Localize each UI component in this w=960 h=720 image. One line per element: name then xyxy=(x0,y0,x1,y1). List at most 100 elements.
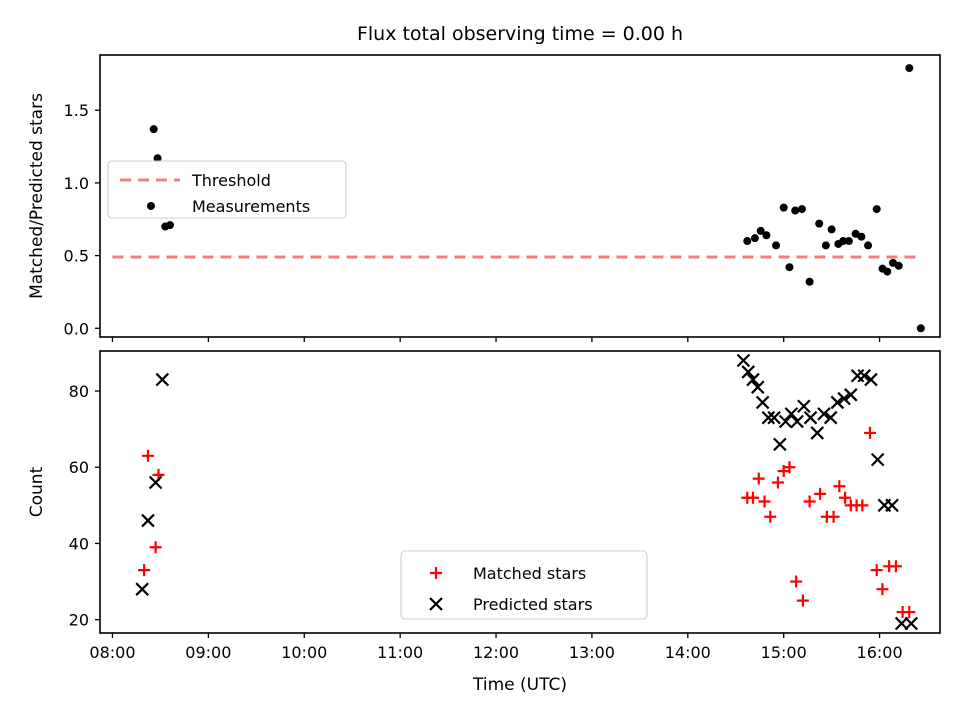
data-point-measurement xyxy=(844,237,853,246)
data-point-predicted-star xyxy=(746,372,760,387)
data-point-predicted-star xyxy=(736,353,751,368)
data-point-predicted-star xyxy=(135,582,149,596)
data-point-measurement xyxy=(791,206,800,215)
data-point-predicted-star xyxy=(751,380,765,394)
data-point-measurement xyxy=(839,237,848,246)
data-point-measurement xyxy=(805,277,814,286)
data-point-predicted-star xyxy=(790,414,804,429)
legend-bottom[interactable]: Matched stars Predicted stars xyxy=(400,550,648,620)
data-point-matched-star xyxy=(758,495,771,508)
data-point-measurement xyxy=(827,225,836,234)
x-tick-label: 15:00 xyxy=(761,643,807,662)
legend-top[interactable]: Threshold Measurements xyxy=(107,160,347,219)
data-point-predicted-star xyxy=(761,410,776,425)
data-point-measurement xyxy=(779,203,788,212)
y-axis-label: Matched/Predicted stars xyxy=(27,93,47,299)
x-axis-label: Time (UTC) xyxy=(472,675,567,695)
legend-background xyxy=(400,550,648,620)
data-point-predicted-star xyxy=(823,410,838,425)
y-tick-label: 0.5 xyxy=(64,247,89,266)
legend-background xyxy=(107,160,347,219)
data-point-matched-star xyxy=(783,461,796,474)
data-point-matched-star xyxy=(839,491,852,504)
x-tick-label: 09:00 xyxy=(185,643,231,662)
data-point-matched-star xyxy=(827,510,840,523)
y-tick-label: 0.0 xyxy=(64,319,89,338)
data-point-predicted-star xyxy=(837,391,851,406)
data-point-matched-star xyxy=(870,564,883,577)
y-tick-label: 20 xyxy=(69,611,89,630)
data-point-measurement xyxy=(905,64,914,73)
data-point-matched-star xyxy=(747,491,760,504)
data-point-matched-star xyxy=(889,560,902,573)
legend-label: Threshold xyxy=(191,171,271,190)
data-point-predicted-star xyxy=(870,452,885,467)
data-point-matched-star xyxy=(141,449,154,462)
x-tick-label: 16:00 xyxy=(857,643,903,662)
series-measurements xyxy=(149,64,925,333)
data-point-matched-star xyxy=(796,594,809,607)
data-point-measurement xyxy=(750,234,759,243)
data-point-matched-star xyxy=(790,575,803,588)
data-point-matched-star xyxy=(771,476,784,489)
data-point-measurement xyxy=(797,205,806,214)
data-point-measurement xyxy=(864,241,873,250)
data-point-matched-star xyxy=(814,487,827,500)
y-tick-label: 60 xyxy=(69,458,89,477)
data-point-matched-star xyxy=(138,564,151,577)
data-point-predicted-star xyxy=(904,616,919,631)
data-point-matched-star xyxy=(864,426,876,439)
data-point-matched-star xyxy=(149,541,162,554)
axes-frame xyxy=(99,350,941,634)
data-point-predicted-star xyxy=(864,372,878,387)
legend-label: Measurements xyxy=(192,197,310,216)
data-point-measurement xyxy=(153,154,162,163)
legend-label: Matched stars xyxy=(473,564,586,583)
legend-label: Predicted stars xyxy=(473,595,593,614)
x-tick-label: 13:00 xyxy=(569,643,615,662)
data-point-predicted-star xyxy=(773,437,787,452)
data-point-predicted-star xyxy=(148,475,163,490)
data-point-measurement xyxy=(821,241,830,250)
data-point-predicted-star xyxy=(778,414,793,429)
legend-marker-measurements xyxy=(147,202,155,210)
data-point-predicted-star xyxy=(810,426,825,440)
data-point-measurement xyxy=(756,226,765,235)
y-axis-label: Count xyxy=(27,466,47,517)
data-point-predicted-star xyxy=(817,407,831,421)
data-point-predicted-star xyxy=(797,399,811,414)
data-point-matched-star xyxy=(764,510,777,523)
series-matched-stars xyxy=(138,426,916,619)
data-point-predicted-star xyxy=(885,498,899,513)
x-tick-label: 12:00 xyxy=(473,643,519,662)
data-point-measurement xyxy=(149,125,158,134)
data-point-matched-star xyxy=(876,583,889,596)
data-point-predicted-star xyxy=(141,513,155,528)
legend-marker-matched-stars xyxy=(430,567,442,579)
x-tick-label: 08:00 xyxy=(89,643,135,662)
series-predicted-stars xyxy=(135,353,919,631)
data-point-predicted-star xyxy=(155,372,170,387)
data-point-matched-star xyxy=(803,495,816,508)
axes-frame xyxy=(99,54,941,338)
data-point-measurement xyxy=(785,263,794,272)
bottom-panel: 08:00 09:00 10:00 11:00 12:00 13:00 14:00 15:00… xyxy=(27,350,941,695)
x-tick-label: 10:00 xyxy=(281,643,327,662)
y-tick-label: 1.0 xyxy=(64,174,89,193)
data-point-predicted-star xyxy=(755,395,770,410)
data-point-measurement xyxy=(916,324,925,333)
data-point-measurement xyxy=(883,267,892,276)
y-tick-label: 1.5 xyxy=(64,101,89,120)
x-tick-label: 11:00 xyxy=(377,643,423,662)
data-point-measurement xyxy=(166,221,174,230)
y-tick-label: 80 xyxy=(69,382,89,401)
data-point-measurement xyxy=(743,237,752,246)
data-point-measurement xyxy=(894,261,903,270)
data-point-matched-star xyxy=(752,472,765,485)
data-point-predicted-star xyxy=(741,365,755,379)
data-point-measurement xyxy=(857,232,866,241)
data-point-predicted-star xyxy=(784,407,799,421)
figure-title: Flux total observing time = 0.00 h xyxy=(357,23,683,45)
data-point-measurement xyxy=(872,205,881,214)
